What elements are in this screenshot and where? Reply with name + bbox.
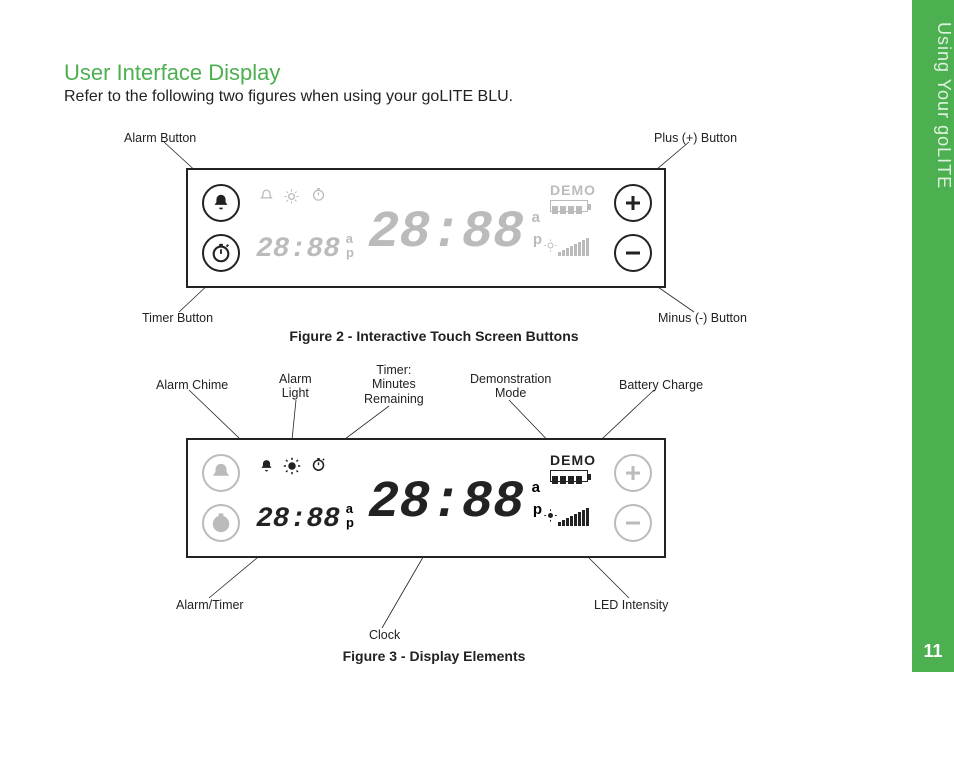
alarm-chime-icon (258, 188, 275, 205)
timer-button-dim (202, 504, 240, 542)
figure3-caption: Figure 3 - Display Elements (24, 648, 844, 664)
figure2-caption: Figure 2 - Interactive Touch Screen Butt… (24, 328, 844, 344)
alarm-chime-icon (258, 458, 275, 475)
small-clock-display: 28:88 a p (256, 498, 356, 538)
timer-indicator-icon (310, 456, 327, 473)
big-clock-display: 28:88 a p (368, 198, 538, 260)
battery-icon (550, 200, 588, 212)
intensity-bars (558, 238, 590, 256)
intensity-bars (558, 508, 590, 526)
big-clock-display: 28:88 a p (368, 468, 538, 530)
timer-indicator-icon (310, 186, 327, 203)
led-sun-icon (543, 508, 558, 523)
svg-text:28:88: 28:88 (368, 473, 524, 530)
alarm-button-dim (202, 454, 240, 492)
demo-label: DEMO (550, 182, 596, 198)
plus-button-dim (614, 454, 652, 492)
figure2-display: 28:88 a p 28:88 a p DEMO (186, 168, 666, 288)
minus-button-dim (614, 504, 652, 542)
battery-icon (550, 470, 588, 482)
section-heading: User Interface Display (64, 60, 884, 86)
svg-text:28:88: 28:88 (256, 234, 340, 265)
page-content: User Interface Display Refer to the foll… (64, 60, 884, 658)
svg-text:28:88: 28:88 (368, 203, 524, 260)
section-subheading: Refer to the following two figures when … (64, 88, 884, 106)
alarm-button[interactable] (202, 184, 240, 222)
figure3-display: 28:88 a p 28:88 a p DEMO (186, 438, 666, 558)
demo-label: DEMO (550, 452, 596, 468)
timer-button[interactable] (202, 234, 240, 272)
svg-text:28:88: 28:88 (256, 504, 340, 535)
led-sun-icon (543, 238, 558, 253)
alarm-light-icon (283, 457, 301, 475)
minus-button[interactable] (614, 234, 652, 272)
small-clock-display: 28:88 a p (256, 228, 356, 268)
alarm-light-icon (283, 188, 300, 205)
plus-button[interactable] (614, 184, 652, 222)
